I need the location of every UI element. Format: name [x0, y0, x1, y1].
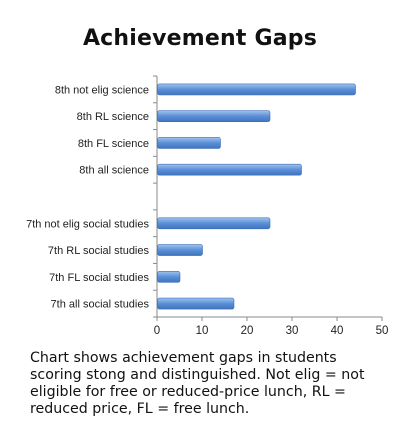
bar	[157, 297, 235, 310]
bar	[157, 83, 356, 96]
category-label: 8th FL science	[78, 138, 149, 150]
bar	[157, 110, 271, 122]
x-tick-label: 40	[331, 325, 344, 337]
x-tick-label: 0	[154, 325, 160, 337]
bar	[157, 244, 203, 256]
bar	[157, 137, 221, 149]
category-label: 7th RL social studies	[48, 245, 150, 257]
category-label: 7th not elig social studies	[26, 218, 149, 230]
category-label: 8th all science	[79, 165, 149, 177]
category-label: 8th not elig science	[55, 84, 149, 96]
chart-title: Achievement Gaps	[82, 26, 318, 51]
x-tick-label: 20	[241, 325, 254, 337]
category-label: 7th FL social studies	[49, 272, 149, 284]
bar-chart: 8th not elig science 8th RL science 8th FL…	[26, 75, 389, 337]
category-label: 7th all social studies	[51, 299, 150, 311]
category-label: 8th RL science	[77, 111, 149, 123]
x-tick-label: 50	[376, 325, 389, 337]
bar	[157, 163, 302, 176]
x-tick-label: 10	[196, 325, 209, 337]
x-tick-label: 30	[286, 325, 299, 337]
chart-caption: Chart shows achievement gaps in students…	[30, 350, 365, 417]
bar	[157, 271, 181, 283]
bar	[157, 217, 271, 230]
